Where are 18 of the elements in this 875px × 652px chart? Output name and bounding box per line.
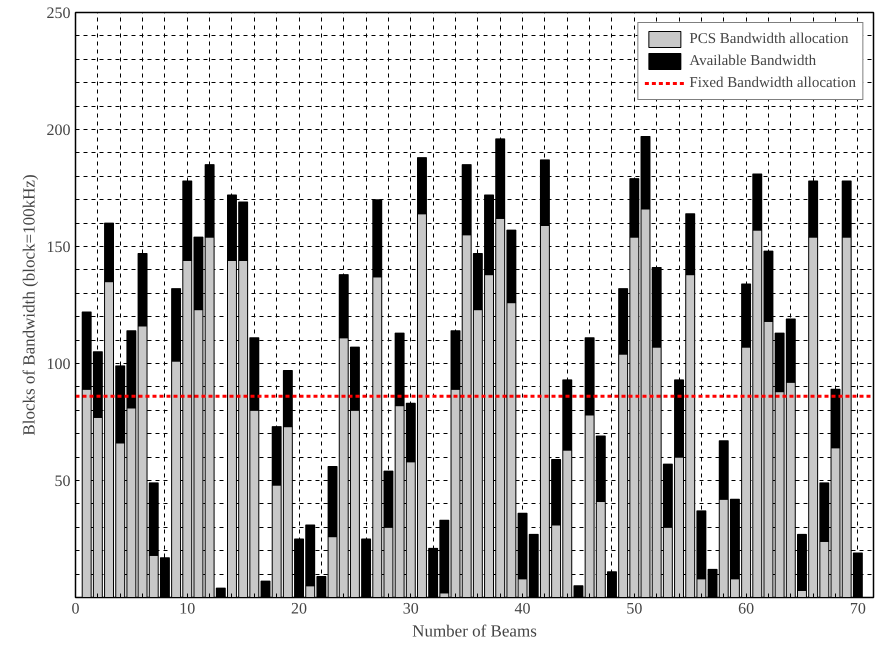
x-tick-label: 50 — [626, 600, 642, 618]
y-tick-label: 100 — [46, 356, 70, 373]
x-tick-label: 70 — [850, 600, 866, 618]
x-tick-label: 0 — [72, 600, 80, 618]
x-tick-label: 40 — [514, 600, 531, 618]
x-tick-label: 10 — [179, 600, 196, 618]
x-tick-label: 60 — [738, 600, 754, 618]
y-tick-label: 200 — [46, 122, 70, 139]
x-axis-title: Number of Beams — [412, 622, 537, 640]
legend-label: Available Bandwidth — [689, 52, 816, 70]
x-tick-label: 20 — [291, 600, 308, 618]
legend-label: PCS Bandwidth allocation — [689, 30, 849, 48]
legend-label: Fixed Bandwidth allocation — [689, 74, 856, 92]
y-tick-label: 50 — [54, 473, 70, 490]
y-tick-label: 250 — [46, 5, 70, 22]
y-tick-label: 150 — [46, 239, 70, 256]
y-axis-title: Blocks of Bandwidth (block=100kHz) — [20, 174, 38, 436]
x-tick-label: 30 — [402, 600, 419, 618]
